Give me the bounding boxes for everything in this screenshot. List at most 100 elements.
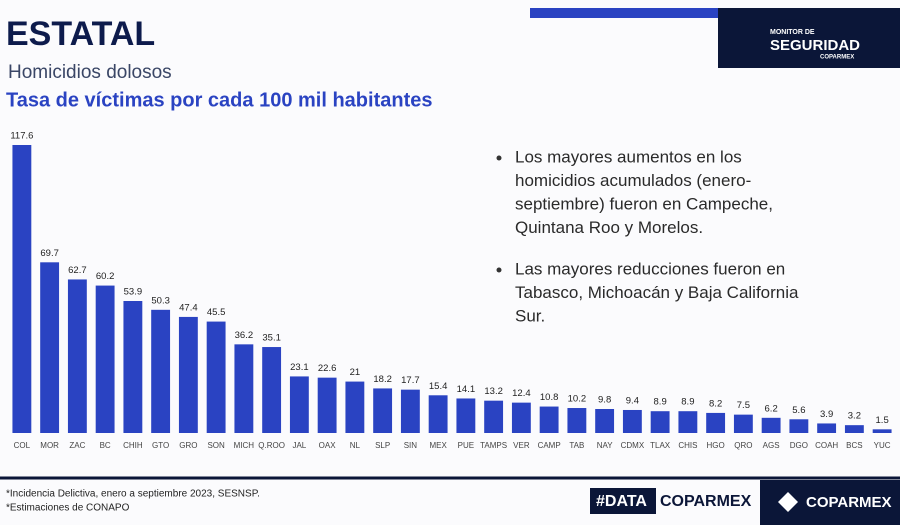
value-label: 53.9: [124, 287, 143, 298]
bar: [456, 398, 476, 433]
value-label: 8.2: [709, 398, 722, 409]
brand: COPARMEX: [806, 494, 892, 511]
value-label: 47.4: [179, 302, 198, 313]
value-label: 69.7: [40, 248, 59, 259]
footnote: *Incidencia Delictiva, enero a septiembr…: [6, 489, 260, 500]
logo-box: [718, 8, 900, 68]
x-tick-label: CDMX: [621, 441, 645, 450]
brand-icon: [778, 492, 798, 512]
x-tick-label: AGS: [763, 441, 780, 450]
value-label: 18.2: [373, 374, 392, 385]
top-accent: [530, 8, 720, 18]
value-label: 12.4: [512, 388, 531, 399]
bar: [95, 285, 115, 433]
value-label: 15.4: [429, 381, 448, 392]
bullet-text: homicidios acumulados (enero-: [515, 171, 751, 190]
logo-text: COPARMEX: [820, 55, 854, 61]
footnote: *Estimaciones de CONAPO: [6, 503, 130, 514]
logo-text: SEGURIDAD: [770, 37, 860, 54]
x-tick-label: TLAX: [650, 441, 671, 450]
subtitle: Homicidios dolosos: [8, 62, 172, 83]
x-tick-label: CHIH: [123, 441, 143, 450]
bar: [317, 377, 337, 433]
chart-title: Tasa de víctimas por cada 100 mil habita…: [6, 89, 432, 111]
bar: [678, 411, 698, 433]
value-label: 22.6: [318, 363, 337, 374]
bar: [706, 412, 726, 433]
value-label: 50.3: [151, 295, 170, 306]
bar: [789, 419, 809, 433]
bar: [872, 429, 892, 433]
value-label: 10.8: [540, 392, 559, 403]
x-tick-label: CHIS: [678, 441, 697, 450]
bar: [484, 400, 504, 433]
x-tick-label: SLP: [375, 441, 390, 450]
value-label: 9.8: [598, 395, 611, 406]
value-label: 13.2: [484, 386, 503, 397]
data-tag: COPARMEX: [660, 493, 752, 510]
bar: [844, 425, 864, 433]
bar: [817, 423, 837, 433]
value-label: 6.2: [765, 403, 778, 414]
bar: [733, 414, 753, 433]
x-tick-label: MEX: [429, 441, 447, 450]
data-tag-box: [590, 488, 656, 514]
bar: [12, 145, 32, 433]
bar: [345, 381, 365, 433]
value-label: 3.2: [848, 411, 861, 422]
bar: [761, 417, 781, 433]
value-label: 60.2: [96, 271, 115, 282]
bullets: Los mayores aumentos en los homicidios ac…: [496, 147, 799, 325]
title: ESTATAL: [6, 15, 155, 53]
bar: [262, 347, 282, 433]
value-label: 21: [350, 367, 361, 378]
x-tick-label: TAB: [569, 441, 584, 450]
x-tick-label: COAH: [815, 441, 838, 450]
value-label: 8.9: [654, 397, 667, 408]
value-label: 9.4: [626, 395, 639, 406]
value-label: 35.1: [262, 333, 281, 344]
bar: [289, 376, 309, 433]
x-tick-label: GTO: [152, 441, 169, 450]
bar: [650, 411, 670, 433]
x-tick-label: YUC: [874, 441, 891, 450]
bullet-dot: [496, 155, 502, 161]
bullet-text: Tabasco, Michoacán y Baja California: [515, 283, 799, 302]
x-tick-label: MICH: [234, 441, 255, 450]
bar: [123, 301, 143, 433]
value-label: 36.2: [235, 330, 254, 341]
x-tick-label: NL: [350, 441, 361, 450]
value-label: 45.5: [207, 307, 226, 318]
bar: [428, 395, 448, 433]
x-tick-label: PUE: [458, 441, 474, 450]
bullet-dot: [496, 267, 502, 273]
bullet-text: Sur.: [515, 306, 545, 325]
bullet-text: Las mayores reducciones fueron en: [515, 259, 785, 278]
x-tick-label: MOR: [40, 441, 59, 450]
bar: [40, 262, 60, 433]
x-tick-label: HGO: [707, 441, 725, 450]
bar: [178, 316, 198, 433]
value-label: 62.7: [68, 265, 87, 276]
value-label: 23.1: [290, 362, 309, 373]
value-label: 3.9: [820, 409, 833, 420]
x-tick-label: GRO: [179, 441, 197, 450]
x-tick-label: QRO: [734, 441, 752, 450]
x-tick-label: Q.ROO: [258, 441, 285, 450]
x-tick-label: BCS: [846, 441, 862, 450]
logo-text: MONITOR DE: [770, 29, 815, 36]
value-label: 7.5: [737, 400, 750, 411]
x-tick-label: SIN: [404, 441, 418, 450]
x-tick-label: SON: [207, 441, 225, 450]
x-tick-label: JAL: [292, 441, 306, 450]
value-label: 8.9: [681, 397, 694, 408]
x-tick-label: CAMP: [538, 441, 561, 450]
value-label: 17.7: [401, 375, 420, 386]
x-tick-label: TAMPS: [480, 441, 507, 450]
x-tick-label: NAY: [597, 441, 614, 450]
bullet-text: Los mayores aumentos en los: [515, 147, 742, 166]
x-tick-label: OAX: [319, 441, 337, 450]
bar: [567, 408, 587, 433]
value-label: 5.6: [792, 405, 805, 416]
